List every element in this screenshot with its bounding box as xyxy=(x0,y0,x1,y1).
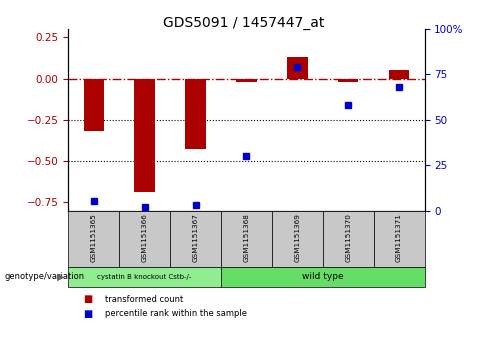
Bar xyxy=(236,78,257,82)
Text: genotype/variation: genotype/variation xyxy=(5,272,85,281)
Bar xyxy=(287,57,307,78)
Text: wild type: wild type xyxy=(302,272,344,281)
Text: GSM1151367: GSM1151367 xyxy=(193,213,199,262)
Text: GSM1151366: GSM1151366 xyxy=(142,213,148,262)
Text: cystatin B knockout Cstb-/-: cystatin B knockout Cstb-/- xyxy=(98,274,192,280)
Bar xyxy=(135,78,155,192)
Text: GSM1151365: GSM1151365 xyxy=(91,213,97,262)
Text: ▶: ▶ xyxy=(57,272,65,282)
Text: ■: ■ xyxy=(83,309,92,319)
Bar xyxy=(83,78,104,131)
Text: percentile rank within the sample: percentile rank within the sample xyxy=(105,310,247,318)
Text: ■: ■ xyxy=(83,294,92,305)
Text: GSM1151370: GSM1151370 xyxy=(345,213,351,262)
Bar xyxy=(389,70,409,78)
Text: GSM1151369: GSM1151369 xyxy=(294,213,300,262)
Text: GSM1151368: GSM1151368 xyxy=(244,213,249,262)
Text: GDS5091 / 1457447_at: GDS5091 / 1457447_at xyxy=(163,16,325,30)
Bar xyxy=(185,78,206,150)
Text: transformed count: transformed count xyxy=(105,295,183,304)
Bar xyxy=(338,78,358,82)
Text: GSM1151371: GSM1151371 xyxy=(396,213,402,262)
